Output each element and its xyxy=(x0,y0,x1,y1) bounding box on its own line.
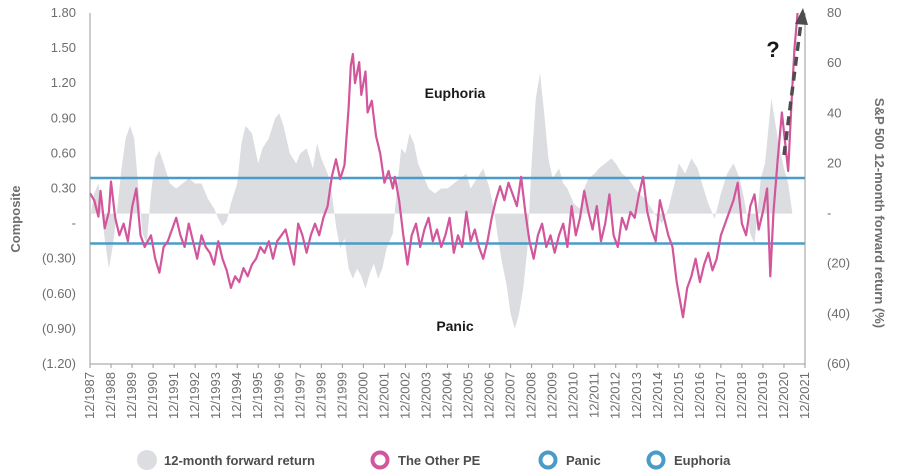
legend-label-euphoria: Euphoria xyxy=(674,453,731,468)
forward-return-area xyxy=(90,73,793,329)
x-tick-label: 12/2004 xyxy=(440,372,455,419)
x-tick-label: 12/1996 xyxy=(271,372,286,419)
legend-swatch-forward-return xyxy=(137,450,157,470)
left-tick-labels: 1.80 1.50 1.20 0.90 0.60 0.30 - (0.30) (0.60) (0.… xyxy=(42,5,76,371)
x-tick-label: 12/2007 xyxy=(503,372,518,419)
x-tick-label: 12/2020 xyxy=(776,372,791,419)
x-tick-label: 12/1988 xyxy=(103,372,118,419)
y2-tick-label: (20) xyxy=(827,256,850,271)
x-tick-label: 12/2010 xyxy=(566,372,581,419)
y-tick-label: 0.90 xyxy=(51,110,76,125)
legend-swatch-panic xyxy=(538,450,558,470)
x-tick-label: 12/2000 xyxy=(355,372,370,419)
x-tick-label: 12/2008 xyxy=(524,372,539,419)
x-tick-label: 12/2013 xyxy=(629,372,644,419)
y2-tick-label: (60) xyxy=(827,356,850,371)
legend-swatch-euphoria xyxy=(646,450,666,470)
legend-label-forward-return: 12-month forward return xyxy=(164,453,315,468)
legend-label-panic: Panic xyxy=(566,453,601,468)
y-tick-label: 1.20 xyxy=(51,75,76,90)
upward-arrow xyxy=(782,8,808,156)
y-tick-label: - xyxy=(72,216,76,231)
x-tick-label: 12/1994 xyxy=(229,372,244,419)
y-tick-label: (0.90) xyxy=(42,321,76,336)
x-tick-label: 12/2011 xyxy=(587,372,602,418)
x-tick-label: 12/1993 xyxy=(208,372,223,419)
y2-tick-label: (40) xyxy=(827,306,850,321)
legend-swatch-other-pe xyxy=(370,450,390,470)
x-tick-label: 12/2016 xyxy=(692,372,707,419)
arrow-head xyxy=(795,8,808,25)
y2-tick-label: 20 xyxy=(827,155,841,170)
x-tick-label: 12/1990 xyxy=(145,372,160,419)
y-tick-label: 1.50 xyxy=(51,40,76,55)
forward-return-area-layer xyxy=(90,73,793,329)
x-tick-label: 12/2003 xyxy=(418,372,433,419)
y2-tick-label: - xyxy=(827,206,831,221)
other-pe-line xyxy=(89,12,799,319)
arrow-shaft xyxy=(782,21,803,156)
x-tick-labels: 12/1987 12/1988 12/1989 12/1990 12/1991 12/19… xyxy=(82,364,812,419)
legend: 12-month forward return The Other PE Pan… xyxy=(137,450,731,470)
x-tick-label: 12/1992 xyxy=(187,372,202,419)
x-tick-label: 12/2012 xyxy=(608,372,623,419)
x-tick-label: 12/2017 xyxy=(713,372,728,419)
x-tick-label: 12/1999 xyxy=(334,372,349,419)
y2-tick-label: 40 xyxy=(827,105,841,120)
y-tick-label: 0.30 xyxy=(51,181,76,196)
y-tick-label: 0.60 xyxy=(51,145,76,160)
x-tick-label: 12/1995 xyxy=(250,372,265,419)
y-tick-label: (0.60) xyxy=(42,286,76,301)
x-tick-label: 12/2002 xyxy=(397,372,412,419)
x-tick-label: 12/2015 xyxy=(671,372,686,419)
threshold-lines-layer xyxy=(90,176,805,245)
y2-axis-title: S&P 500 12-month forward return (%) xyxy=(872,98,887,328)
x-tick-label: 12/2014 xyxy=(650,372,665,419)
x-tick-label: 12/2006 xyxy=(482,372,497,419)
x-tick-label: 12/1997 xyxy=(292,372,307,419)
x-tick-label: 12/2009 xyxy=(545,372,560,419)
x-tick-label: 12/1987 xyxy=(82,372,97,419)
other-pe-line-layer xyxy=(89,12,799,319)
panic-annotation: Panic xyxy=(436,318,474,334)
x-tick-label: 12/2018 xyxy=(734,372,749,419)
y-tick-label: (1.20) xyxy=(42,356,76,371)
x-tick-label: 12/1989 xyxy=(124,372,139,419)
x-tick-label: 12/2005 xyxy=(461,372,476,419)
legend-label-other-pe: The Other PE xyxy=(398,453,481,468)
y-axis-title: Composite xyxy=(8,185,23,252)
y2-tick-label: 80 xyxy=(827,5,841,20)
question-mark-annotation: ? xyxy=(766,37,779,62)
right-tick-labels: 80 60 40 20 - (20) (40) (60) xyxy=(827,5,850,371)
y-tick-label: 1.80 xyxy=(51,5,76,20)
euphoria-annotation: Euphoria xyxy=(425,85,486,101)
x-tick-label: 12/2019 xyxy=(755,372,770,419)
y-tick-label: (0.30) xyxy=(42,251,76,266)
x-tick-label: 12/2001 xyxy=(376,372,391,419)
x-tick-label: 12/1991 xyxy=(166,372,181,419)
x-tick-label: 12/2021 xyxy=(797,372,812,419)
x-tick-label: 12/1998 xyxy=(313,372,328,419)
y2-tick-label: 60 xyxy=(827,55,841,70)
